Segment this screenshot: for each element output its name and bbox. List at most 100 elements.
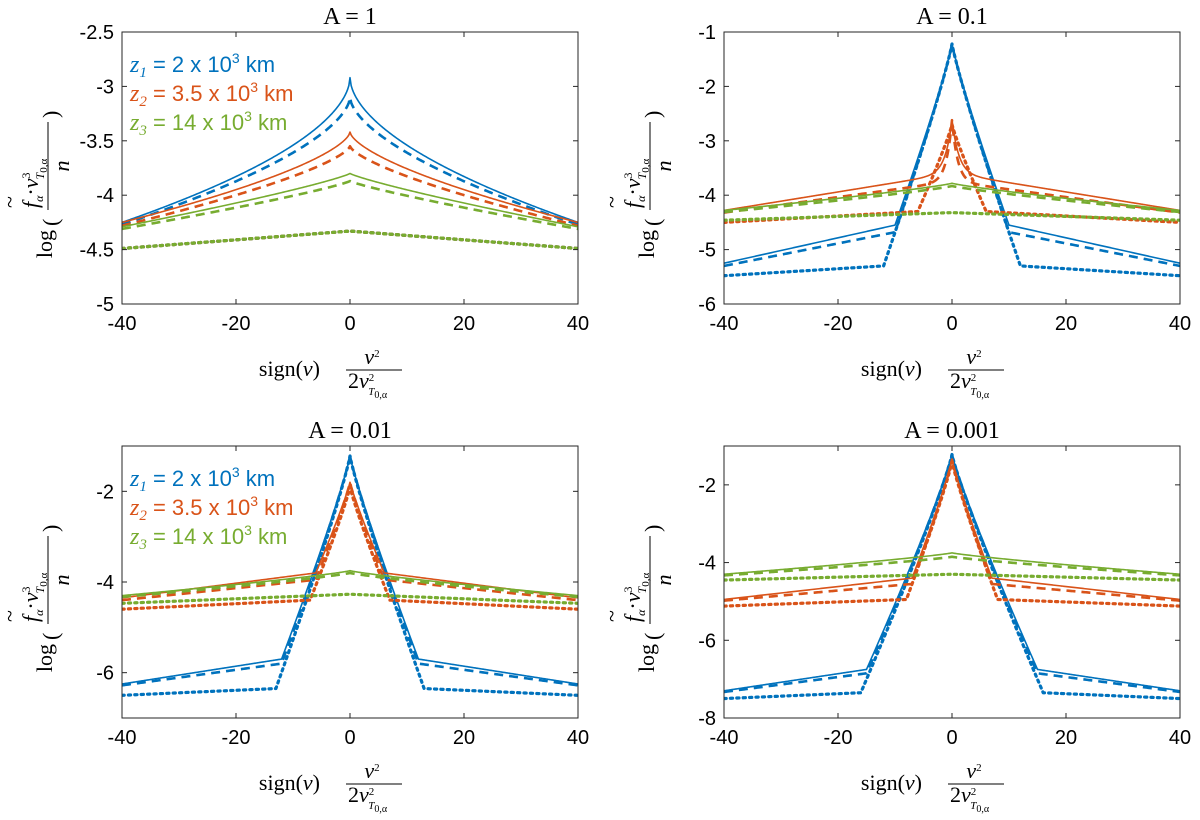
svg-text:~: ~ [599,196,624,208]
svg-text:(: ( [38,633,63,640]
series-line-z2-dotted [122,229,578,251]
svg-text:v2: v2 [966,758,981,783]
series-line-z2-dotted [724,459,1180,608]
y-tick-label: -4.5 [80,240,114,262]
series-group [122,76,578,251]
panel-1: A = 1 -40 -20 0 20 40 -5 -4.5 -4 -3.5 -3 -2.5 sign(v… [0,4,589,401]
series-line-z3-dashed [724,184,1180,214]
y-tick-label: -3 [698,131,716,153]
series-line-z2-dashed [122,144,578,227]
series-line-z3-dashed [122,571,578,599]
series-line-z3-dotted [724,572,1180,582]
svg-text:): ) [38,525,63,532]
y-tick-label: -5 [96,294,114,316]
y-tick-label: -2 [698,475,716,497]
svg-text:n: n [49,575,74,586]
svg-text:~: ~ [599,610,624,622]
y-tick-label: -3.5 [80,131,114,153]
legend-entry-z3: z3 = 14 x 103 km [129,108,287,139]
y-axis-label: log (fα·v3T0,α~ n) [0,111,74,258]
series-line-z1-dashed [724,453,1180,694]
x-tick-label: 20 [453,313,475,335]
series-line-z1-solid [724,43,1180,264]
y-tick-label: -8 [698,708,716,730]
legend-entry-z2: z2 = 3.5 x 103 km [129,493,293,524]
x-tick-label: 0 [946,313,957,335]
y-tick-label: -3 [96,76,114,98]
panel-2: A = 0.1 -40 -20 0 20 40 -6 -5 -4 -3 -2 -1 sign(v) v22… [599,4,1191,401]
legend-entry-z1: z1 = 2 x 103 km [129,464,275,495]
series-group [122,454,578,697]
x-tick-label: 40 [567,313,589,335]
x-tick-label: 20 [1055,727,1077,749]
chart-title: A = 1 [323,4,377,30]
x-tick-label: -20 [824,313,853,335]
svg-text:n: n [651,575,676,586]
x-tick-label: -40 [710,313,739,335]
chart-title: A = 0.01 [308,418,392,444]
svg-text:v2: v2 [364,344,379,369]
svg-text:fα·v3T0,α: fα·v3T0,α [620,159,652,208]
svg-text:v2: v2 [966,344,981,369]
axes-box [723,445,1181,719]
x-tick-label: -20 [222,313,251,335]
svg-text:(: ( [640,633,665,640]
x-tick-label: 40 [567,727,589,749]
x-tick-label: 0 [344,727,355,749]
svg-text:v2: v2 [364,758,379,783]
y-tick-label: -4 [96,185,114,207]
y-tick-label: -2.5 [80,22,114,44]
x-tick-label: -40 [710,727,739,749]
x-tick-label: -20 [824,727,853,749]
legend-entry-z1: z1 = 2 x 103 km [129,50,275,81]
panel-4: A = 0.001 -40 -20 0 20 40 -8 -6 -4 -2 sign(v) v22v2… [599,418,1191,815]
svg-text:log: log [32,644,57,672]
svg-text:): ) [640,111,665,118]
series-line-z1-solid [122,76,578,224]
y-tick-label: -6 [698,630,716,652]
series-line-z1-dotted [724,452,1180,701]
x-tick-label: 40 [1169,313,1191,335]
svg-text:n: n [49,161,74,172]
x-tick-label: -40 [108,313,137,335]
chart-title: A = 0.001 [904,418,1000,444]
svg-text:sign(v): sign(v) [861,770,922,795]
y-tick-label: -2 [698,76,716,98]
chart-title: A = 0.1 [916,4,988,30]
series-line-z1-dotted [724,42,1180,278]
y-tick-label: -4 [698,553,716,575]
svg-text:(: ( [38,219,63,226]
y-tick-label: -6 [96,663,114,685]
series-line-z1-dashed [724,42,1180,268]
y-tick-label: -1 [698,22,716,44]
svg-text:): ) [640,525,665,532]
series-line-z3-dotted [122,229,578,251]
x-tick-label: 40 [1169,727,1191,749]
y-tick-label: -2 [96,481,114,503]
series-line-z1-dashed [122,95,578,226]
x-tick-label: -40 [108,727,137,749]
series-group [724,42,1180,278]
x-tick-label: 0 [946,727,957,749]
svg-text:log: log [634,230,659,258]
y-axis-label: log (fα·v3T0,α~ n) [599,525,676,672]
svg-text:(: ( [640,219,665,226]
y-tick-label: -5 [698,240,716,262]
svg-text:~: ~ [0,610,22,622]
series-line-z3-solid [724,182,1180,212]
svg-text:fα·v3T0,α: fα·v3T0,α [18,159,50,208]
y-tick-label: -4 [96,572,114,594]
axes-box [723,31,1181,305]
svg-text:sign(v): sign(v) [259,770,320,795]
legend-entry-z3: z3 = 14 x 103 km [129,522,287,553]
svg-text:fα·v3T0,α: fα·v3T0,α [620,573,652,622]
svg-text:fα·v3T0,α: fα·v3T0,α [18,573,50,622]
svg-text:~: ~ [0,196,22,208]
series-line-z3-solid [724,552,1180,576]
